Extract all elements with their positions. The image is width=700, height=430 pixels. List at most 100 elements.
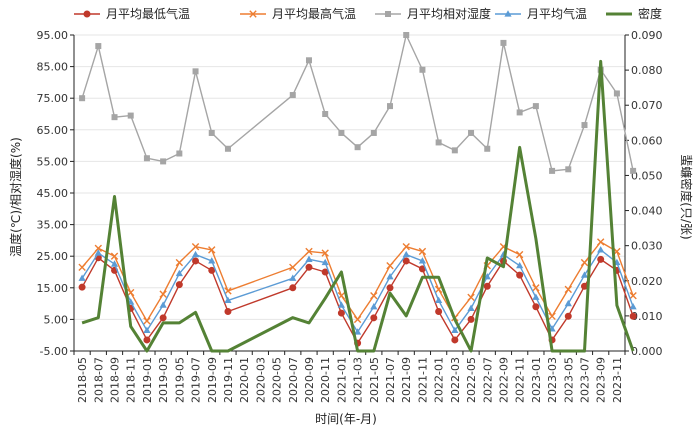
legend-swatch-marker-2: [385, 11, 391, 17]
series-2-point-13: [338, 129, 345, 136]
series-1-point-12: [321, 249, 329, 257]
series-0-point-11: [305, 263, 313, 271]
series-2-point-19: [435, 139, 442, 146]
series-layer: [78, 32, 637, 353]
series-2-point-4: [143, 155, 150, 162]
y-right-tick-label-4: 0.040: [631, 205, 663, 218]
series-1-point-21: [467, 293, 475, 301]
series-0-point-16: [386, 284, 394, 292]
x-tick-label-20: 2021-09: [400, 357, 413, 403]
series-0-point-27: [564, 312, 572, 320]
series-2-point-31: [630, 167, 637, 174]
series-1-point-8: [208, 246, 216, 254]
x-tick-label-26: 2022-09: [497, 357, 510, 403]
y-left-tick-label-5: 45.00: [37, 187, 69, 200]
series-3-point-22: [483, 272, 491, 280]
series-3-point-18: [418, 257, 427, 264]
series-0-point-6: [175, 281, 183, 289]
series-2-point-27: [565, 166, 572, 173]
x-tick-label-33: 2023-11: [611, 357, 624, 403]
series-3-point-2: [110, 260, 119, 267]
series-2-point-28: [581, 122, 588, 129]
series-0-point-31: [629, 312, 637, 320]
series-2-point-24: [516, 109, 523, 116]
series-0-point-4: [143, 336, 151, 344]
series-2: [79, 32, 637, 174]
series-1-point-24: [515, 250, 524, 259]
series-0-point-0: [78, 283, 86, 291]
series-2-point-26: [549, 167, 556, 174]
series-4: [81, 59, 635, 353]
legend-item-4: 密度: [606, 6, 662, 21]
series-3-point-19: [435, 296, 443, 304]
series-line-4: [81, 59, 635, 353]
y-left-tick-label-0: -5.00: [40, 345, 68, 358]
legend-swatch-marker-1: [249, 10, 257, 18]
y-axis-left-title: 温度(℃)/相对湿度(%): [8, 137, 23, 257]
x-tick-label-4: 2019-01: [141, 357, 154, 403]
y-left-tick-label-9: 85.00: [37, 61, 69, 74]
series-2-point-16: [387, 103, 394, 110]
legend-label-1: 月平均最高气温: [272, 6, 356, 21]
y-left-tick-label-1: 5.00: [44, 313, 69, 326]
series-1-point-3: [127, 288, 135, 297]
x-tick-label-6: 2019-05: [173, 357, 186, 403]
y-right-tick-label-2: 0.020: [631, 275, 663, 288]
series-3-point-12: [321, 258, 329, 266]
series-2-point-5: [160, 158, 167, 165]
x-tick-label-13: 2020-07: [287, 357, 300, 403]
y-left-tick-label-2: 15.00: [37, 282, 69, 295]
series-0-point-29: [597, 255, 605, 263]
y-left-tick-label-3: 25.00: [37, 250, 69, 263]
x-tick-label-8: 2019-09: [206, 357, 219, 403]
y-left-tick-label-4: 35.00: [37, 219, 69, 232]
series-3-point-14: [354, 328, 362, 335]
series-2-point-3: [127, 112, 134, 119]
series-1-point-4: [143, 317, 151, 325]
series-1-point-2: [110, 252, 119, 260]
series-3-point-4: [143, 326, 151, 334]
series-1-point-19: [434, 285, 443, 294]
series-2-point-9: [224, 145, 231, 152]
series-1-point-27: [564, 285, 572, 294]
series-0-point-22: [483, 282, 491, 290]
series-0-point-17: [402, 257, 410, 265]
y-right-tick-label-5: 0.050: [631, 169, 663, 182]
x-axis-ticks: 2018-05 2018-07 2018-09 2018-11 2019-01 2019-…: [73, 351, 626, 403]
series-2-point-18: [419, 66, 426, 73]
legend: 月平均最低气温 月平均最高气温 月平均相对湿度 月平均气温 密度: [74, 6, 662, 21]
y-left-tick-label-7: 65.00: [37, 124, 69, 137]
series-3-point-31: [629, 302, 637, 310]
x-tick-label-18: 2021-05: [368, 357, 381, 403]
series-1-point-28: [580, 258, 589, 267]
series-1-point-17: [402, 243, 410, 251]
series-2-point-10: [289, 92, 296, 99]
legend-item-3: 月平均气温: [495, 6, 587, 21]
x-axis-title: 时间(年-月): [315, 412, 377, 426]
series-2-point-23: [500, 39, 507, 46]
series-1-point-5: [159, 290, 167, 298]
x-tick-label-17: 2021-03: [352, 357, 365, 403]
series-2-point-15: [370, 129, 377, 136]
series-0-point-8: [208, 266, 216, 274]
x-tick-label-2: 2018-09: [109, 357, 122, 403]
legend-item-1: 月平均最高气温: [240, 6, 356, 21]
x-tick-label-30: 2023-05: [562, 357, 575, 403]
series-2-point-7: [192, 68, 199, 75]
series-3-point-20: [451, 326, 459, 334]
series-0-point-25: [532, 303, 540, 311]
series-1-point-29: [596, 238, 605, 246]
series-3-point-11: [305, 255, 313, 262]
series-3: [78, 246, 637, 335]
series-1-point-26: [548, 312, 556, 320]
series-1-point-31: [629, 292, 637, 300]
series-2-point-8: [208, 129, 215, 136]
x-tick-label-1: 2018-07: [92, 357, 105, 403]
y-right-tick-label-9: 0.090: [631, 29, 663, 42]
y-right-tick-label-1: 0.010: [631, 310, 663, 323]
series-1-point-6: [175, 258, 184, 267]
series-1-point-15: [370, 292, 378, 300]
legend-label-0: 月平均最低气温: [106, 6, 190, 21]
x-tick-label-24: 2022-05: [465, 357, 478, 403]
